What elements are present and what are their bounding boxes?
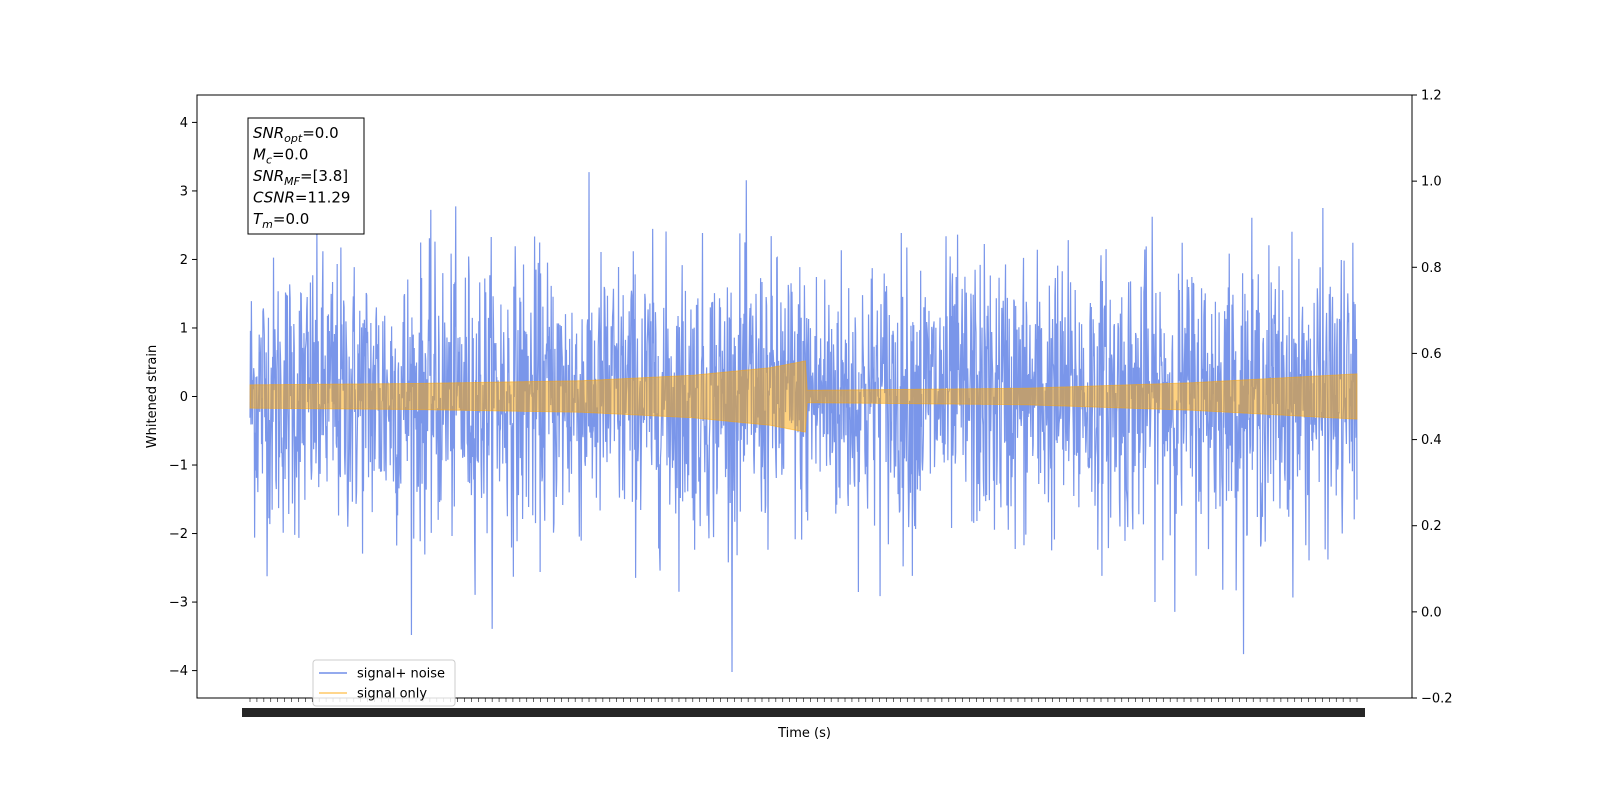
- series-signal-only: [249, 360, 1358, 433]
- y2-tick-label: 1.2: [1421, 89, 1442, 104]
- y2-ticks: −0.2 0.0 0.2 0.4 0.6 0.8 1.0 1.2: [1412, 89, 1453, 707]
- y2-tick-label: 0.8: [1421, 261, 1442, 276]
- y2-tick-label: −0.2: [1421, 692, 1453, 707]
- x-tick-labels-overlap: [242, 708, 1365, 717]
- y-tick-label: 2: [180, 253, 188, 268]
- x-axis-label: Time (s): [777, 726, 831, 741]
- y2-tick-label: 0.0: [1421, 605, 1442, 620]
- info-line: CSNR=11.29: [253, 189, 350, 207]
- legend-label: signal+ noise: [357, 667, 445, 682]
- info-line: SNRopt=0.0: [253, 124, 339, 145]
- info-line: Mc=0.0: [253, 146, 308, 167]
- legend-frame: [312, 659, 456, 707]
- y-tick-label: 3: [180, 184, 188, 199]
- info-line: Tm=0.0: [253, 210, 309, 231]
- y-tick-label: −4: [169, 664, 188, 679]
- y-ticks: −4 −3 −2 −1 0 1 2 3 4: [169, 116, 197, 679]
- y2-tick-label: 0.4: [1421, 433, 1442, 448]
- y2-tick-label: 0.6: [1421, 347, 1442, 362]
- y-tick-label: 4: [180, 116, 188, 131]
- y2-tick-label: 1.0: [1421, 175, 1442, 190]
- y-tick-label: −2: [169, 527, 188, 542]
- traces-layer: [249, 172, 1358, 673]
- info-line: SNRMF=[3.8]: [253, 167, 348, 188]
- y-tick-label: 0: [180, 390, 188, 405]
- legend-label: signal only: [357, 687, 427, 702]
- legend: signal+ noise signal only: [312, 659, 456, 707]
- plot-frame: [196, 94, 1413, 699]
- info-box-frame: [247, 117, 365, 235]
- y-axis-label: Whitened strain: [145, 345, 160, 448]
- y-tick-label: 1: [180, 321, 188, 336]
- y-tick-label: −1: [169, 459, 188, 474]
- y2-tick-label: 0.2: [1421, 519, 1442, 534]
- y-tick-label: −3: [169, 596, 188, 611]
